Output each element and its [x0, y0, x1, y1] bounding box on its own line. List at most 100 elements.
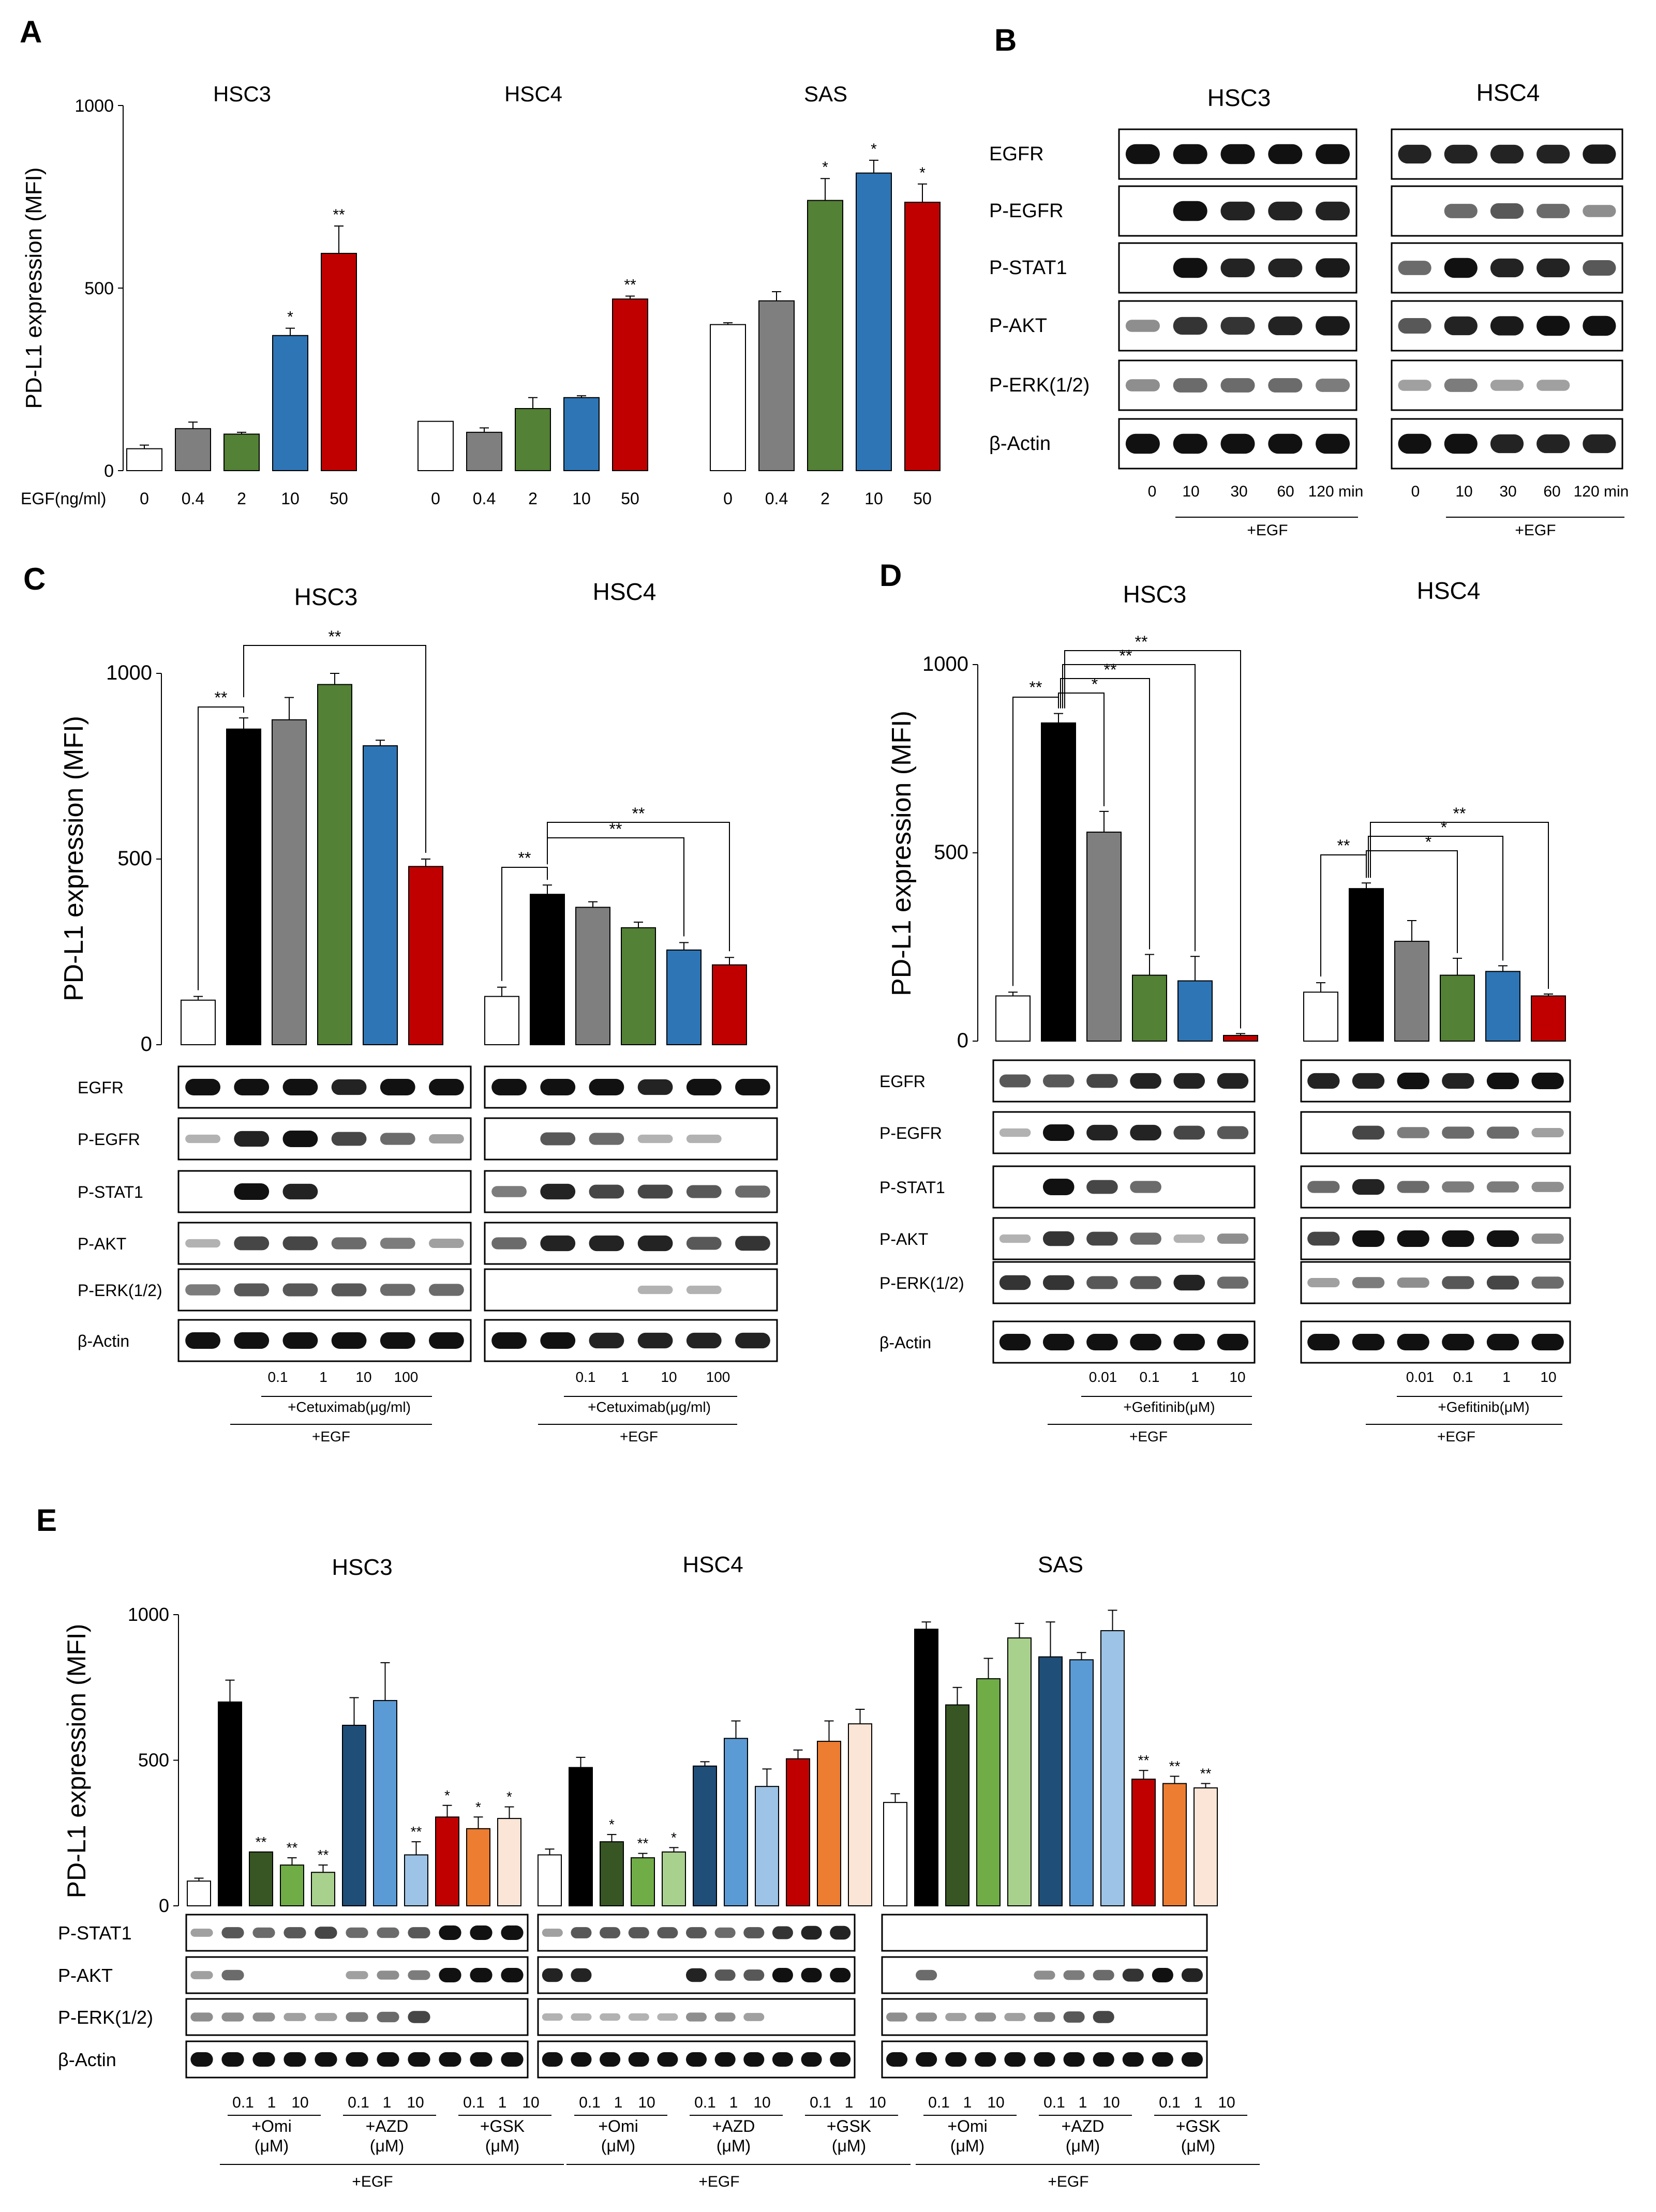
e-blot-1-band-7 [743, 1927, 765, 1938]
e-blot-0-band-0 [190, 1929, 213, 1937]
e-hsc4-bar-5 [693, 1765, 717, 1906]
a-ytick-label: 0 [104, 461, 114, 481]
b-hsc4-blot-band-1 [1444, 144, 1478, 164]
c-hsc4-blot-band-4 [686, 1185, 722, 1198]
c-hsc3-blot-band-3 [331, 1079, 367, 1095]
d-hsc3-blot-band-3 [1130, 1334, 1161, 1350]
d-hsc3-blot-band-1 [1042, 1074, 1075, 1088]
b-hsc3-blot-band-4 [1316, 201, 1350, 221]
a-ylabel: PD-L1 expression (MFI) [21, 167, 47, 409]
d-hsc3-blot [992, 1217, 1256, 1260]
e-dose-label: 0.1 [1043, 2094, 1065, 2111]
e-hsc4-bar-3 [631, 1857, 655, 1906]
b-hsc4-blot-band-2 [1490, 434, 1524, 454]
c-hsc4-blot-band-2 [589, 1235, 624, 1252]
d-sig-label: ** [1104, 660, 1117, 679]
b-hsc4-blot-band-2 [1490, 203, 1524, 219]
d-dose-label: 10 [1540, 1369, 1556, 1385]
e-blot-1-band-3 [628, 2052, 649, 2067]
e-treat-label-2: (μM) [1066, 2136, 1100, 2155]
e-blot-0-band-7 [408, 1970, 430, 1980]
panel-label-c: C [23, 562, 46, 596]
d-hsc3-blot-band-4 [1173, 1274, 1205, 1291]
c-dose-label: 0.1 [268, 1369, 288, 1385]
e-blot-2 [881, 1914, 1208, 1952]
e-stim-label: +EGF [1048, 2173, 1088, 2190]
d-hsc3-blot-band-1 [1042, 1231, 1075, 1246]
d-hsc3-blot [992, 1165, 1256, 1209]
c-hsc4-blot-band-2 [589, 1332, 624, 1349]
d-treat-label: +Gefitinib(μM) [1438, 1399, 1529, 1415]
c-hsc3-bar-4 [363, 745, 398, 1045]
e-treat-label-1: +AZD [366, 2117, 409, 2135]
b-hsc3-blot-band-3 [1268, 378, 1303, 393]
c-hsc3-blot-band-3 [331, 1332, 367, 1349]
e-row-label: P-STAT1 [58, 1922, 132, 1944]
d-sig-label: ** [1337, 836, 1350, 855]
d-hsc3-blot [992, 1111, 1256, 1154]
c-hsc4-blot-band-3 [637, 1332, 673, 1349]
e-blot-1-band-9 [801, 2052, 822, 2067]
b-hsc3-blot-band-3 [1268, 144, 1303, 164]
e-sas-bar-4 [1007, 1637, 1032, 1907]
a-tick-label: 0.4 [765, 489, 788, 508]
c-hsc3-blot-band-1 [234, 1236, 270, 1251]
d-hsc3-blot-band-1 [1042, 1275, 1075, 1290]
e-blot-1-band-10 [830, 2052, 851, 2067]
c-hsc3-bar-2 [272, 719, 307, 1045]
d-hsc3-blot-band-2 [1086, 1276, 1118, 1289]
e-blot-0-band-3 [284, 2052, 306, 2067]
e-sas-bar-9 [1162, 1783, 1187, 1907]
c-hsc3-blot-band-1 [234, 1079, 270, 1095]
e-blot-0-band-5 [346, 2012, 368, 2022]
e-blot-1-band-6 [714, 1927, 736, 1938]
e-blot-1-band-8 [772, 1926, 793, 1939]
e-hsc3-bar-3 [280, 1864, 304, 1906]
d-hsc4-blot-band-0 [1307, 1231, 1340, 1246]
e-blot-0-band-9 [470, 1968, 493, 1982]
e-sig-label: ** [1138, 1752, 1150, 1768]
e-dose-label: 10 [522, 2094, 539, 2111]
d-hsc4-blot-band-1 [1352, 1277, 1385, 1288]
e-treat-label-1: +Omi [251, 2117, 291, 2135]
a-sig-label: * [919, 164, 926, 182]
e-dose-label: 1 [383, 2094, 392, 2111]
d-hsc3-bar-3 [1132, 974, 1167, 1042]
e-blot-0-band-10 [501, 2052, 524, 2067]
d-hsc3-blot-band-2 [1086, 1231, 1118, 1246]
c-hsc3-blot [177, 1117, 472, 1161]
b-hsc4-blot-band-3 [1536, 144, 1570, 164]
d-row-label: β-Actin [879, 1333, 931, 1352]
c-row-label: P-STAT1 [78, 1183, 143, 1201]
e-blot-1-band-4 [657, 2052, 678, 2067]
d-hsc3-blot-band-2 [1086, 1124, 1118, 1141]
a-hsc3-bar-1 [175, 428, 211, 471]
c-group-title-1: HSC4 [593, 578, 657, 605]
c-hsc3-bar-1 [226, 728, 261, 1045]
d-hsc4-blot-band-2 [1397, 1334, 1429, 1350]
b-row-label: β-Actin [989, 433, 1051, 455]
e-treat-label-1: +Omi [598, 2117, 638, 2135]
a-sas-bar-4 [904, 202, 941, 471]
e-blot-1-band-5 [685, 2012, 707, 2022]
c-hsc4-blot-band-0 [491, 1332, 527, 1349]
e-blot-1-band-2 [600, 2013, 621, 2021]
e-blot-1-band-10 [830, 1925, 851, 1940]
d-hsc3-blot-band-0 [999, 1334, 1031, 1350]
e-blot-1-band-0 [542, 2052, 563, 2067]
d-hsc4-blot-band-4 [1486, 1073, 1519, 1089]
d-hsc4-blot [1300, 1320, 1571, 1364]
d-dose-label: 0.01 [1089, 1369, 1117, 1385]
e-group-title-1: HSC4 [682, 1552, 743, 1577]
d-hsc4-blot-band-0 [1307, 1334, 1340, 1350]
d-ytick-label: 1000 [922, 653, 968, 675]
e-blot-0-band-10 [501, 1925, 524, 1940]
e-blot-2-band-3 [975, 2052, 996, 2067]
a-group-title-0: HSC3 [213, 82, 271, 106]
d-hsc4-bar-5 [1531, 995, 1566, 1042]
e-dose-label: 0.1 [694, 2094, 716, 2111]
b-hsc4-blot-band-0 [1398, 144, 1431, 164]
c-hsc3-bar-5 [408, 866, 443, 1045]
e-group-title-0: HSC3 [332, 1555, 392, 1580]
c-hsc4-bar-3 [621, 927, 656, 1045]
